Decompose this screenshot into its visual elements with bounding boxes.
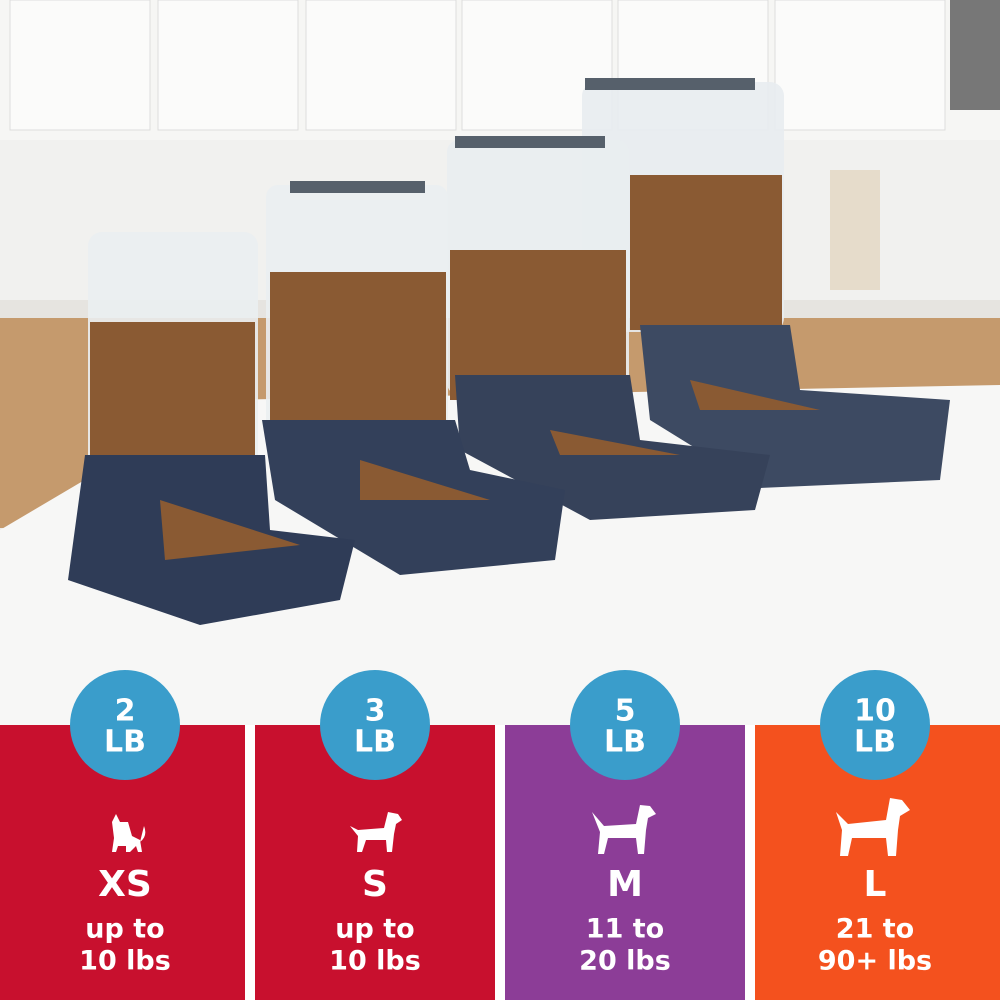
capacity: 2 xyxy=(115,694,136,729)
badge xyxy=(320,670,430,780)
icons xyxy=(112,798,910,856)
badge xyxy=(70,670,180,780)
size: M xyxy=(607,864,643,905)
capacity-unit: LB xyxy=(854,725,896,760)
size: S xyxy=(362,864,388,905)
weight-line: up to xyxy=(335,914,414,945)
size: XS xyxy=(98,864,152,905)
weight-line: 90+ lbs xyxy=(818,946,932,977)
feeders xyxy=(68,78,950,625)
badges: 2 LB 3 LB 5 LB 10 LB xyxy=(70,670,930,780)
weight-line: up to xyxy=(85,914,164,945)
cat-icon xyxy=(112,814,146,852)
feeder-xsmall xyxy=(68,232,355,625)
small-dog-icon xyxy=(350,812,402,852)
capacity-unit: LB xyxy=(354,725,396,760)
capacity: 5 xyxy=(615,694,636,729)
weight-line: 20 lbs xyxy=(579,946,671,977)
capacity-unit: LB xyxy=(104,725,146,760)
large-dog-icon xyxy=(836,798,910,856)
feeder-small xyxy=(262,181,565,575)
weight-line: 10 lbs xyxy=(329,946,421,977)
badge xyxy=(820,670,930,780)
capacity: 10 xyxy=(854,694,896,729)
capacity-unit: LB xyxy=(604,725,646,760)
badge xyxy=(570,670,680,780)
weight-line: 11 to xyxy=(586,914,664,945)
feeder-medium xyxy=(447,136,770,520)
size: L xyxy=(864,864,887,905)
capacity: 3 xyxy=(365,694,386,729)
weight-line: 21 to xyxy=(836,914,914,945)
weight-line: 10 lbs xyxy=(79,946,171,977)
medium-dog-icon xyxy=(592,805,656,854)
feeder-large xyxy=(582,78,950,488)
